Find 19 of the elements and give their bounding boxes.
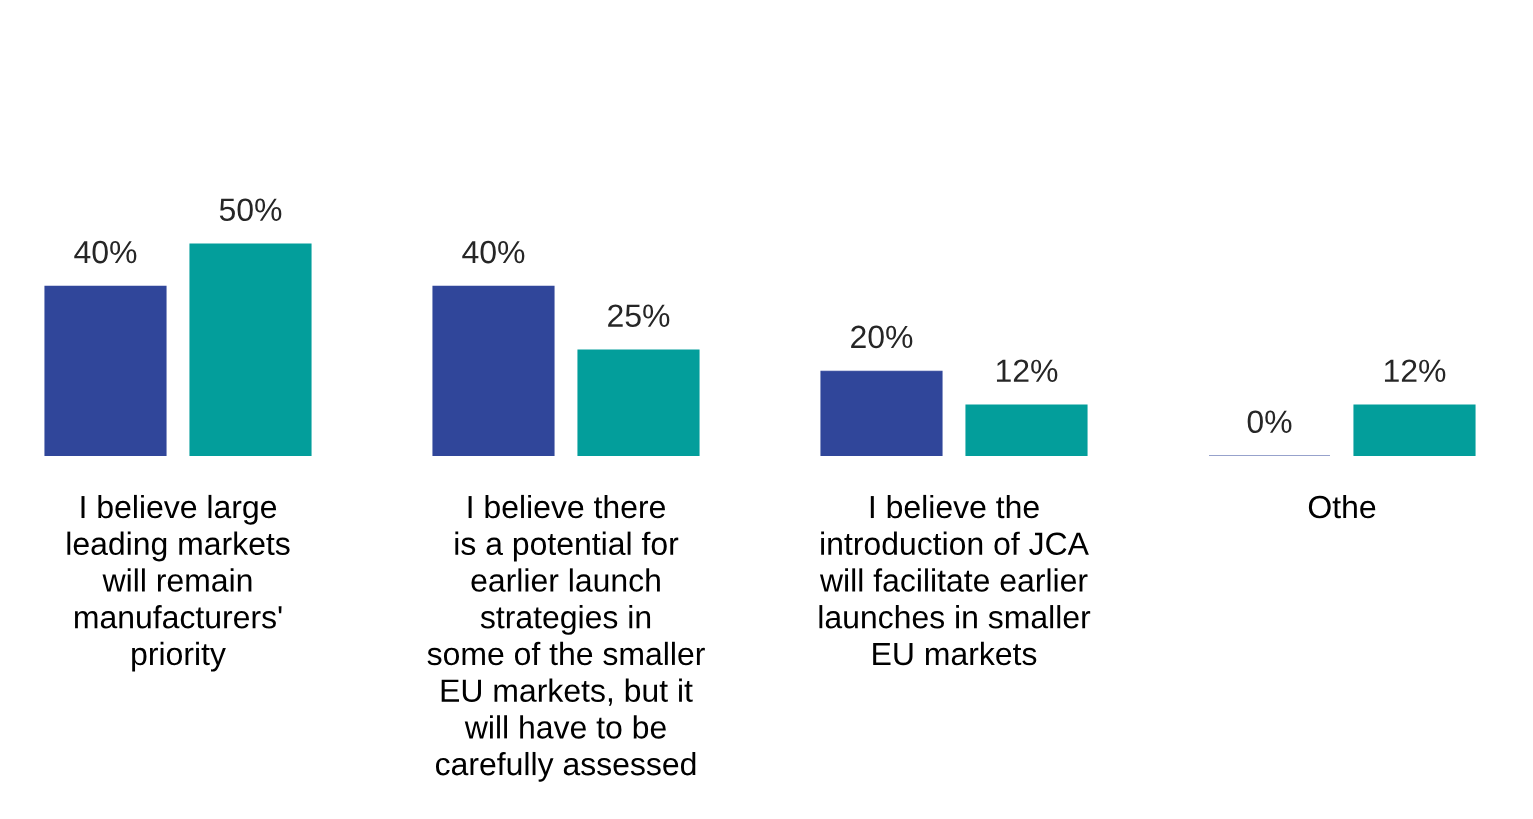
x-tick-label: I believe there is a potential for earlier launch strategies in some of the smaller EU markets, but it will have to be carefully assessed [427,494,705,782]
bar [44,285,167,456]
bar [432,285,555,456]
x-tick-label: I believe the introduction of JCA will facilitate earlier launches in smaller EU markets [819,494,1091,666]
bar [1353,404,1476,456]
bar [965,404,1088,456]
data-label: 0% [1247,410,1292,434]
bar [189,243,312,456]
data-label: 50% [219,198,282,222]
data-label: 12% [1384,359,1446,383]
bar [577,349,700,456]
bar [820,370,943,456]
data-label: 25% [608,304,670,328]
data-label: 40% [74,240,137,264]
data-label: 12% [996,359,1058,383]
x-tick-label: I believe large leading markets will remain manufacturers' priority [67,494,290,672]
x-tick-label: Othe [1308,494,1376,519]
data-label: 40% [462,240,525,264]
data-label: 20% [851,325,913,349]
